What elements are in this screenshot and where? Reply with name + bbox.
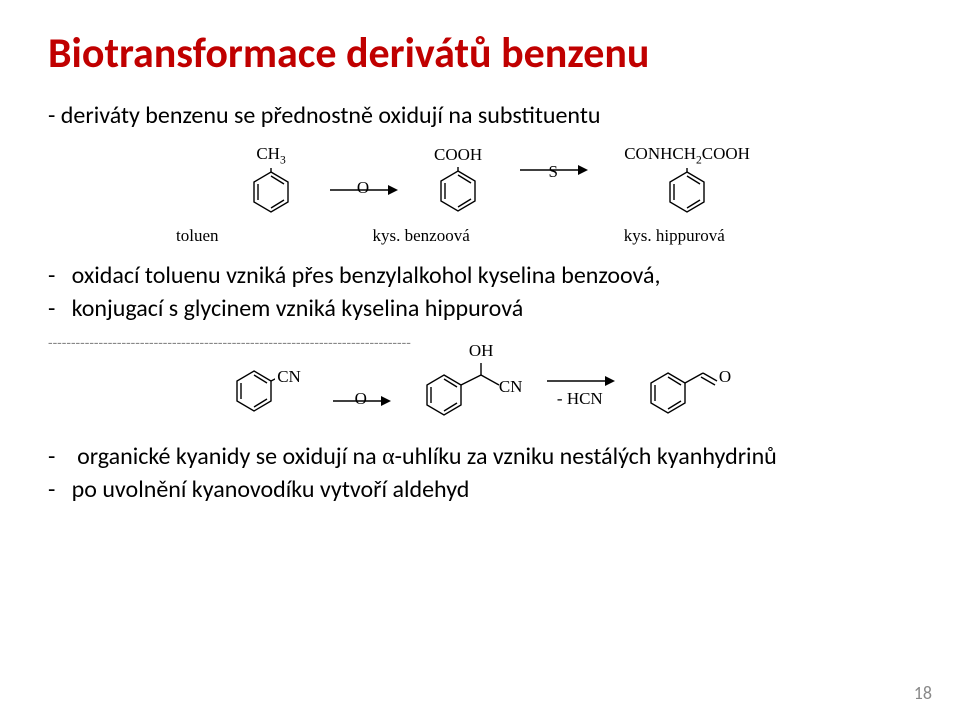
mol-benzonitrile: CN <box>233 367 299 415</box>
cap-toluene: toluen <box>176 226 219 246</box>
arrow-icon <box>545 371 615 391</box>
subst-cooh: COOH <box>434 145 482 165</box>
page-title: Biotransformace derivátů benzenu <box>48 28 912 79</box>
intro-bullet: deriváty benzenu se přednostně oxidují n… <box>48 101 912 130</box>
bullet-b2: konjugací s glycinem vzniká kyselina hip… <box>48 293 912 325</box>
mol-cyanohydrin: OH CN <box>423 363 513 419</box>
mol-toluene: CH3 <box>250 144 292 216</box>
arrow-label-s: S <box>548 162 557 182</box>
subst-ch3: CH3 <box>256 144 285 166</box>
bullet-c2: po uvolnění kyanovodíku vytvoří aldehyd <box>48 474 912 506</box>
page-number: 18 <box>914 682 932 704</box>
arrow-conjugation: S <box>518 160 588 200</box>
benzene-icon <box>437 167 479 215</box>
mol-hippuric: CONHCH2COOH <box>624 144 750 216</box>
mol-benzoic: COOH <box>434 145 482 215</box>
bullet-b1: oxidací toluenu vzniká přes benzylalkoho… <box>48 260 912 292</box>
subst-cn2: CN <box>499 377 523 397</box>
arrow-label-o2: O <box>355 389 367 409</box>
cap-hippuric: kys. hippurová <box>624 226 725 246</box>
benzene-icon <box>233 367 275 415</box>
reaction-a: CH3 O COOH S <box>88 144 912 216</box>
subst-conhch2cooh: CONHCH2COOH <box>624 144 750 166</box>
arrow-label-hcn: - HCN <box>557 389 603 409</box>
subst-cn: CN <box>277 367 301 387</box>
arrow-label-o: O <box>357 178 369 198</box>
benzene-icon <box>250 168 292 216</box>
bullets-b: oxidací toluenu vzniká přes benzylalkoho… <box>48 260 912 325</box>
arrow-oxidation: O <box>328 160 398 200</box>
benzene-cho-icon <box>647 365 727 417</box>
bullet-c1: organické kyanidy se oxidují na α-uhlíku… <box>48 441 912 473</box>
arrow-hcn: - HCN <box>545 371 615 411</box>
reaction-b: CN O OH CN - HCN <box>48 363 912 419</box>
benzene-icon <box>666 168 708 216</box>
cap-benzoic: kys. benzoová <box>373 226 470 246</box>
reaction-a-captions: toluen kys. benzoová kys. hippurová <box>176 220 912 246</box>
mol-benzaldehyde: O <box>647 365 727 417</box>
subst-oh: OH <box>469 341 494 361</box>
bullets-c: organické kyanidy se oxidují na α-uhlíku… <box>48 441 912 506</box>
arrow-oxidation-b: O <box>331 371 391 411</box>
subst-o: O <box>719 367 731 387</box>
